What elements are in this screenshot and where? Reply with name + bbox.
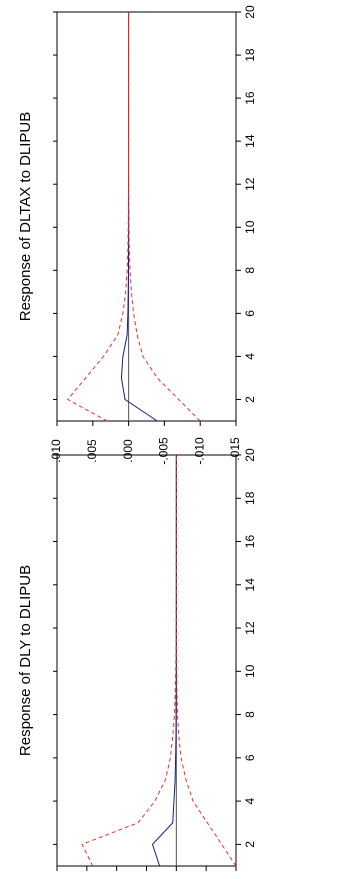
chart-title: Response of DLTAX to DLIPUB [17, 112, 34, 322]
x-tick-label: 14 [243, 578, 257, 592]
plot-frame [56, 11, 237, 422]
x-tick-label: 2 [243, 841, 257, 848]
x-tick-label: 14 [243, 134, 257, 148]
x-tick-label: 16 [243, 91, 257, 105]
y-tick-label: .005 [85, 439, 99, 463]
response-line [151, 455, 177, 867]
confidence-band-line [128, 12, 201, 422]
chart-panel-dly: Response of DLY to DLIPUB 2 4 6 8 10 12 14 16 18 2… [17, 448, 257, 879]
x-tick-label: 20 [243, 5, 257, 19]
y-tick-label: -.015 [228, 437, 242, 465]
x-tick-label: 4 [243, 353, 257, 360]
x-tick-label: 10 [243, 664, 257, 678]
x-tick-label: 12 [243, 177, 257, 191]
x-tick-label: 4 [243, 797, 257, 804]
x-tick-label: 8 [243, 267, 257, 274]
chart-title: Response of DLY to DLIPUB [17, 565, 34, 756]
x-tick-label: 20 [243, 448, 257, 462]
confidence-band-line [81, 455, 177, 867]
x-tick-label: 6 [243, 754, 257, 761]
y-tick-label: -.010 [192, 437, 206, 465]
response-line [120, 12, 158, 422]
y-tick-label: .000 [121, 439, 135, 463]
y-tick-label: .010 [49, 439, 63, 463]
x-tick-label: 10 [243, 220, 257, 234]
x-tick-label: 12 [243, 621, 257, 635]
x-tick-label: 18 [243, 48, 257, 62]
y-tick-label: -.005 [157, 437, 171, 465]
x-tick-label: 2 [243, 396, 257, 403]
x-tick-label: 8 [243, 711, 257, 718]
x-tick-label: 6 [243, 310, 257, 317]
plot-frame [56, 454, 237, 867]
confidence-band-line [66, 12, 130, 422]
chart-panel-dltax: Response of DLTAX to DLIPUB 2 4 6 8 10 12 14 16 1… [17, 5, 257, 465]
x-tick-label: 16 [243, 535, 257, 549]
x-tick-label: 18 [243, 491, 257, 505]
confidence-band-line [175, 455, 237, 867]
